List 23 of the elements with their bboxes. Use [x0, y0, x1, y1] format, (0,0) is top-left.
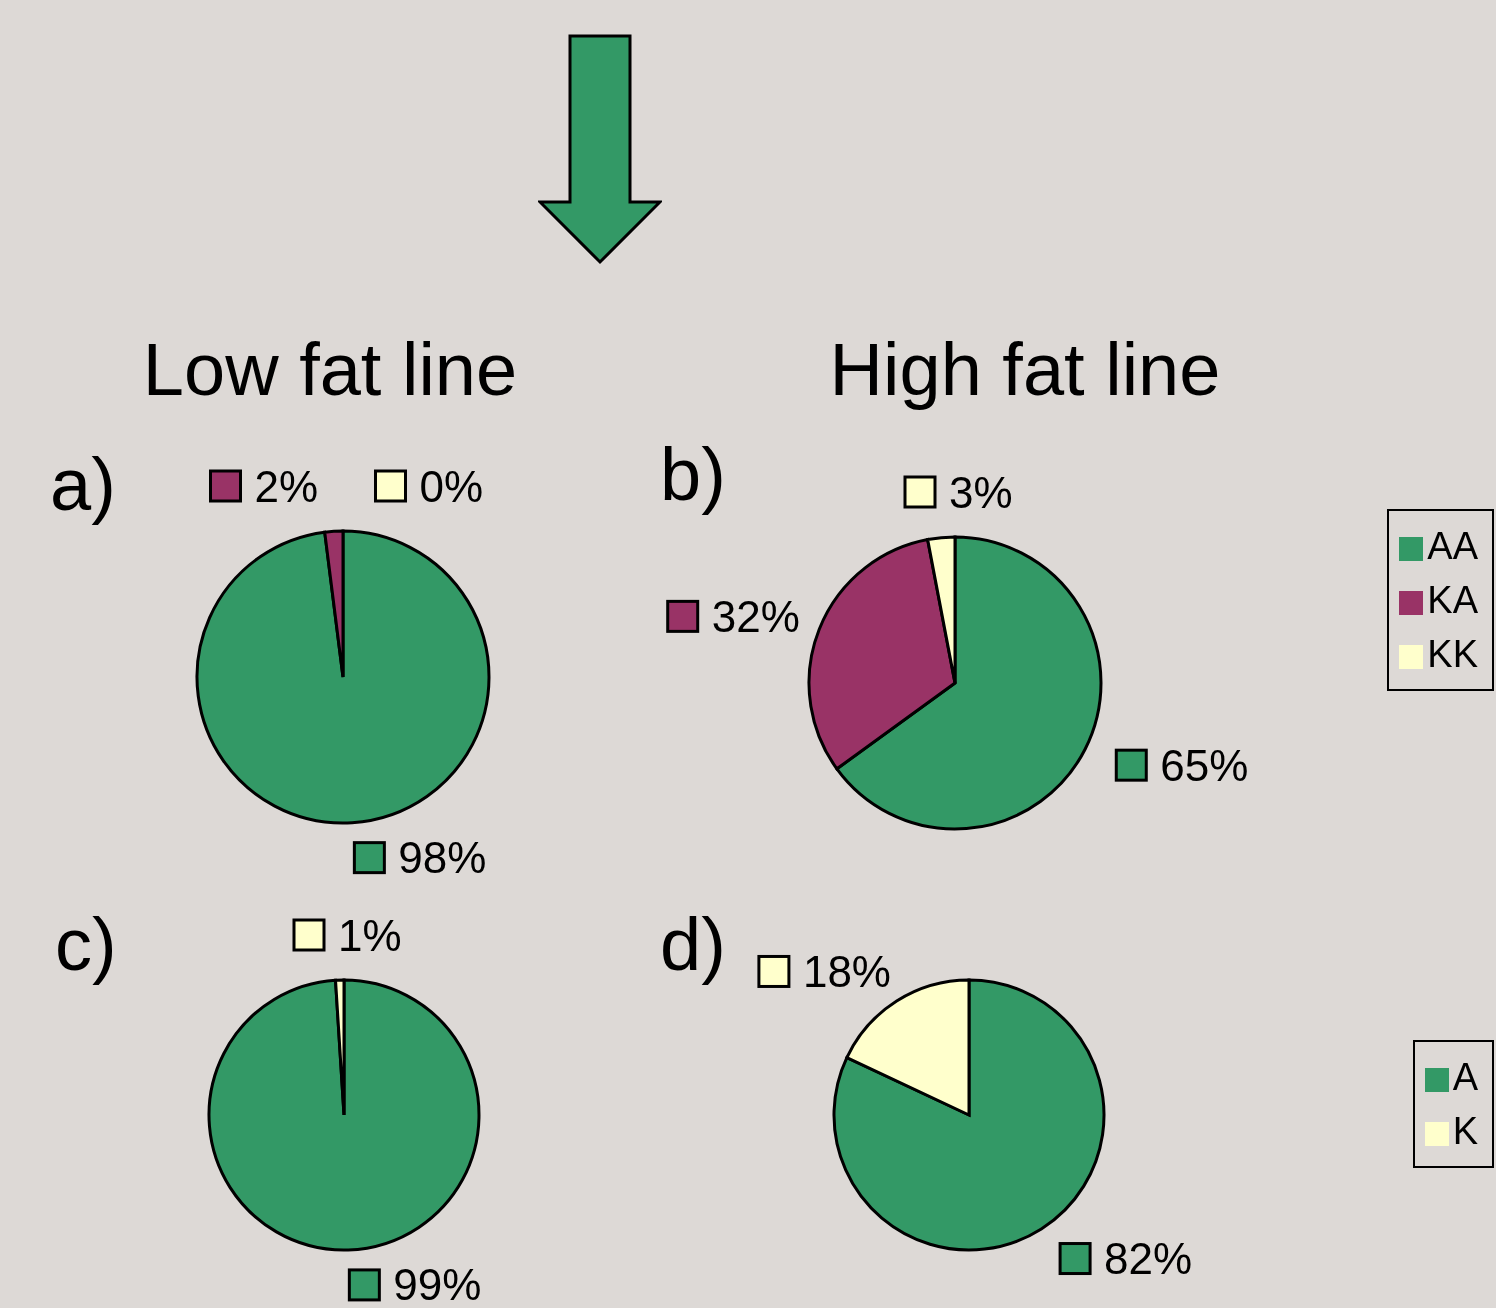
text: b): [660, 432, 726, 518]
legend-label: KA: [1427, 579, 1478, 621]
data-label: 32%: [711, 591, 800, 641]
pie-slice: [207, 978, 481, 1252]
data-label: 65%: [1160, 740, 1249, 790]
data-label: 98%: [398, 833, 487, 883]
pie-slice: [195, 529, 491, 825]
data-label: 18%: [802, 946, 891, 996]
data-label: 1%: [338, 910, 402, 960]
data-label: 82%: [1104, 1234, 1193, 1284]
text: d): [660, 902, 726, 988]
text: c): [55, 902, 117, 988]
legend-label: A: [1452, 1056, 1478, 1098]
data-label: 2%: [254, 461, 319, 511]
chart-title: High fat line: [828, 327, 1222, 413]
legend-label: KK: [1427, 633, 1478, 675]
data-label: 99%: [393, 1260, 482, 1308]
chart-title: Low fat line: [141, 327, 519, 413]
legend-label: K: [1452, 1110, 1478, 1152]
text: a): [50, 442, 116, 528]
text: 0%: [419, 461, 484, 511]
data-label: 3%: [949, 467, 1013, 517]
legend-label: AA: [1427, 525, 1478, 567]
